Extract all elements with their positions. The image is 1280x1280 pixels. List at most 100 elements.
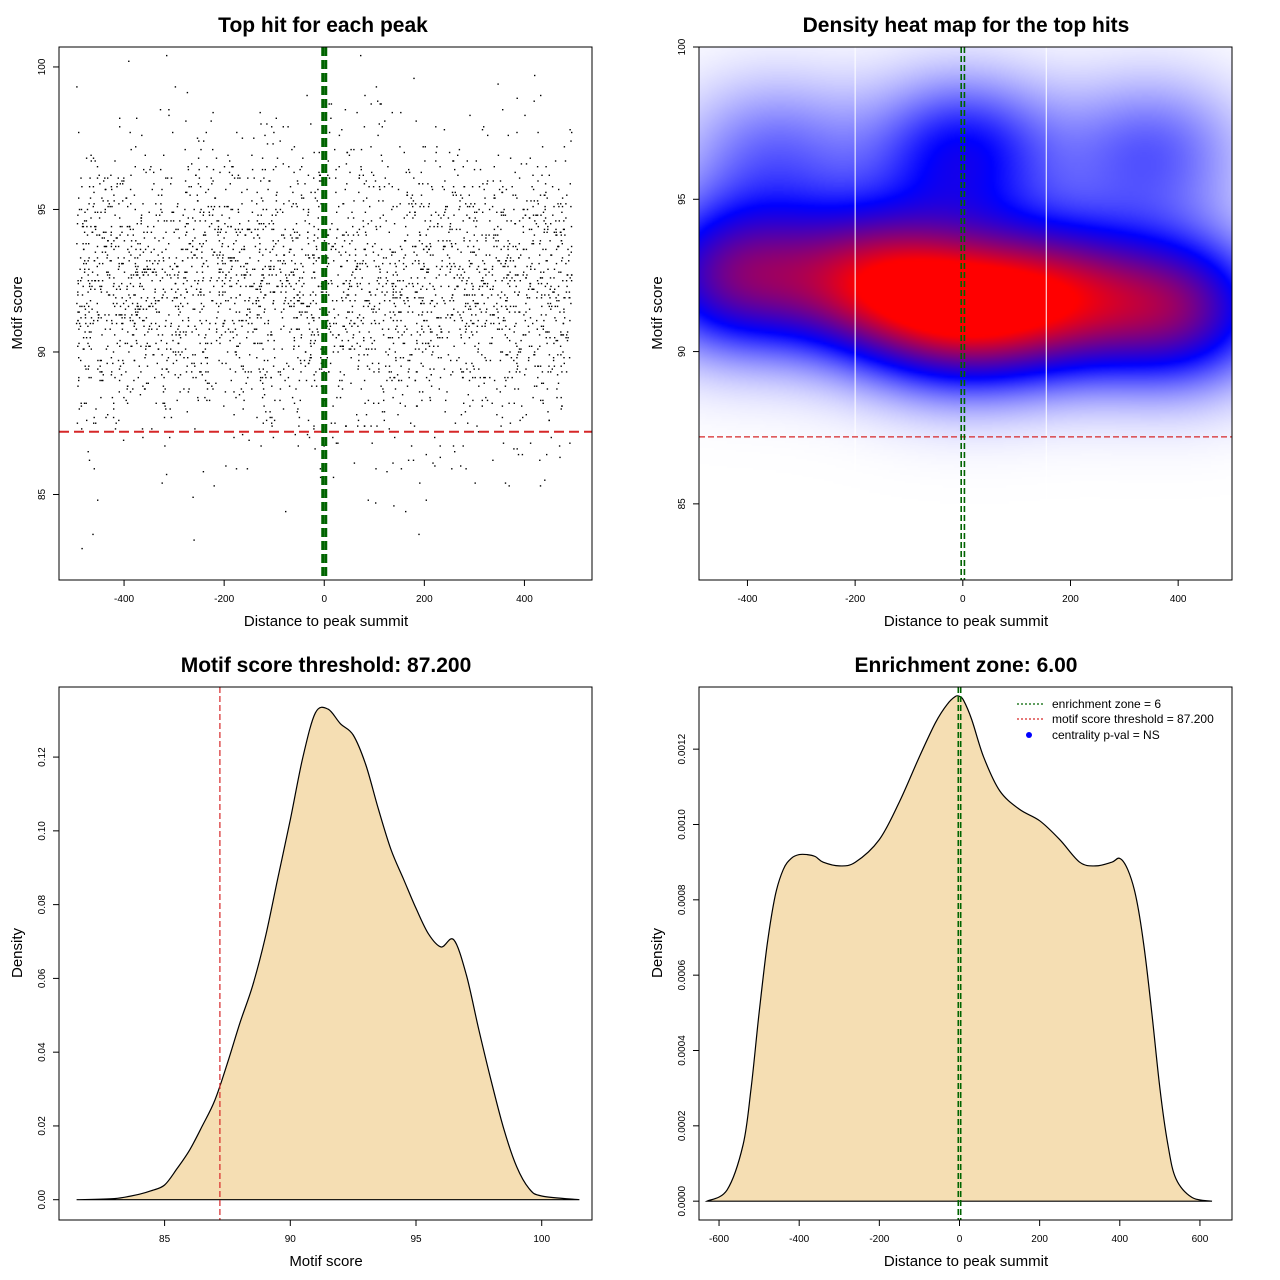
scatter-point (423, 302, 425, 305)
scatter-point (205, 260, 208, 262)
scatter-point (508, 328, 511, 330)
scatter-point (110, 374, 113, 376)
scatter-point (512, 260, 515, 262)
scatter-point (399, 280, 401, 282)
scatter-point (516, 97, 518, 99)
scatter-point (143, 388, 146, 390)
scatter-point (224, 262, 226, 265)
scatter-point (407, 371, 410, 373)
scatter-point (361, 277, 363, 279)
scatter-point (229, 160, 231, 162)
scatter-point (481, 129, 484, 131)
scatter-point (259, 342, 261, 345)
scatter-point (78, 208, 81, 211)
scatter-point (283, 325, 285, 327)
scatter-point (462, 371, 465, 373)
scatter-point (534, 74, 536, 77)
scatter-point (403, 268, 405, 270)
scatter-point (514, 311, 516, 313)
scatter-point (317, 228, 320, 231)
scatter-point (391, 285, 394, 288)
scatter-point (260, 376, 262, 379)
scatter-point (92, 186, 95, 188)
scatter-point (318, 257, 320, 259)
scatter-point (492, 285, 494, 288)
scatter-point (555, 228, 557, 231)
scatter-point (113, 194, 115, 196)
scatter-point (396, 205, 398, 208)
scatter-point (193, 228, 195, 231)
scatter-point (275, 254, 278, 256)
scatter-point (304, 365, 307, 367)
scatter-point (310, 123, 312, 125)
scatter-point (241, 228, 243, 231)
scatter-point (364, 211, 367, 213)
scatter-point (478, 342, 480, 345)
y-tick-label: 0.0010 (677, 809, 688, 840)
scatter-point (366, 243, 369, 245)
scatter-point (262, 254, 264, 256)
y-tick-label: 0.02 (37, 1116, 48, 1136)
scatter-point (348, 154, 351, 156)
scatter-point (492, 180, 494, 182)
scatter-point (234, 228, 237, 231)
scatter-point (403, 342, 406, 345)
scatter-point (448, 231, 450, 233)
scatter-point (555, 248, 558, 251)
scatter-point (81, 225, 84, 228)
scatter-point (546, 342, 548, 345)
scatter-point (267, 319, 270, 322)
scatter-point (255, 288, 257, 290)
scatter-point (420, 302, 422, 305)
scatter-point (277, 285, 279, 288)
scatter-point (422, 297, 424, 299)
scatter-point (152, 354, 154, 356)
scatter-point (365, 300, 368, 302)
scatter-point (343, 374, 345, 376)
scatter-point (187, 217, 189, 219)
y-tick-label: 0.04 (37, 1042, 48, 1062)
scatter-point (359, 268, 361, 270)
scatter-point (187, 357, 189, 359)
scatter-point (261, 168, 264, 171)
scatter-point (269, 268, 272, 270)
scatter-point (257, 260, 260, 262)
scatter-point (246, 337, 248, 339)
scatter-point (110, 245, 113, 248)
scatter-point (212, 168, 215, 171)
scatter-point (164, 325, 167, 327)
scatter-point (93, 260, 96, 262)
scatter-point (357, 234, 360, 236)
scatter-point (531, 186, 533, 188)
scatter-point (266, 282, 268, 285)
scatter-point (297, 408, 299, 410)
scatter-point (539, 254, 541, 256)
scatter-point (196, 137, 199, 139)
scatter-point (89, 300, 92, 302)
scatter-point (475, 160, 477, 162)
scatter-point (467, 302, 469, 305)
scatter-point (197, 396, 199, 399)
scatter-point (511, 376, 513, 379)
scatter-point (285, 510, 287, 513)
scatter-point (414, 291, 417, 293)
scatter-point (354, 300, 356, 302)
scatter-point (199, 243, 201, 245)
scatter-point (204, 234, 207, 236)
scatter-point (141, 285, 143, 288)
scatter-point (163, 402, 166, 404)
scatter-point (393, 223, 396, 225)
scatter-point (362, 200, 365, 202)
scatter-point (233, 177, 236, 179)
scatter-point (90, 288, 92, 290)
scatter-point (240, 265, 242, 268)
scatter-point (250, 231, 253, 233)
scatter-point (101, 379, 103, 382)
scatter-point (147, 274, 149, 276)
scatter-point (563, 220, 565, 222)
scatter-point (569, 297, 571, 299)
scatter-point (229, 308, 231, 310)
scatter-point (545, 191, 547, 194)
scatter-point (145, 354, 147, 356)
scatter-point (108, 203, 110, 205)
